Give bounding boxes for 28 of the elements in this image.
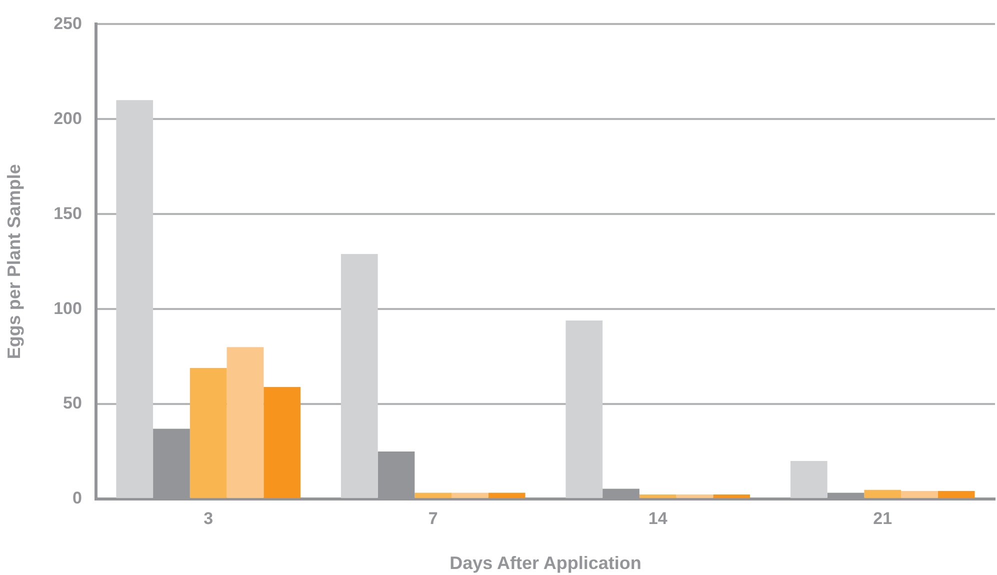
x-axis-title: Days After Application	[450, 553, 642, 574]
bar	[414, 492, 452, 498]
bar	[864, 490, 902, 498]
bar	[488, 492, 526, 498]
y-tick-label: 50	[63, 394, 82, 413]
bar	[639, 494, 676, 498]
y-tick-label: 100	[54, 298, 82, 318]
bar	[676, 494, 714, 498]
x-tick-label: 14	[648, 508, 668, 528]
bar	[713, 494, 750, 498]
y-tick-label: 200	[54, 108, 82, 128]
bar	[264, 386, 300, 498]
bar	[566, 320, 603, 498]
bar	[340, 254, 378, 498]
y-tick-label: 250	[54, 14, 82, 33]
x-tick-label: 3	[204, 508, 214, 528]
x-tick-label: 7	[428, 508, 438, 528]
bar	[226, 347, 264, 498]
bar	[452, 492, 488, 498]
bar	[938, 491, 975, 498]
y-tick-label: 0	[72, 488, 82, 508]
bar	[790, 461, 828, 498]
y-axis-title: Eggs per Plant Sample	[4, 164, 24, 360]
x-tick-label: 21	[873, 508, 892, 528]
bar	[116, 100, 154, 498]
bar	[190, 368, 227, 498]
bar	[901, 491, 938, 498]
y-tick-label: 150	[54, 204, 82, 223]
